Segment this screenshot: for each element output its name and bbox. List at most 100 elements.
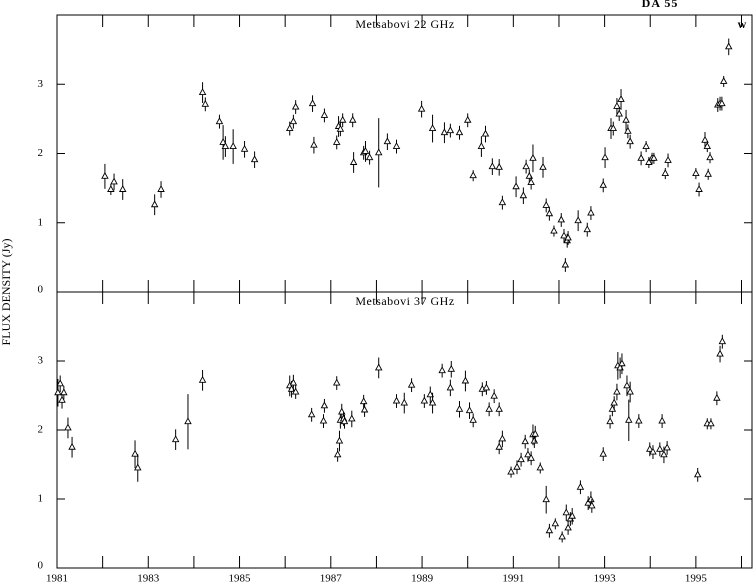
y-axis-label: FLUX DENSITY (Jy) — [0, 239, 13, 346]
data-point — [101, 171, 109, 179]
data-point — [490, 391, 498, 399]
data-point — [348, 115, 357, 123]
x-tick-label: 1987 — [320, 573, 343, 585]
data-point — [428, 124, 437, 132]
data-point — [613, 387, 621, 395]
data-point — [624, 126, 632, 134]
data-point — [392, 142, 401, 150]
data-point — [477, 142, 486, 150]
data-point — [545, 209, 554, 217]
x-tick-label: 1991 — [502, 573, 524, 585]
data-point — [361, 146, 370, 154]
data-point — [718, 337, 727, 345]
data-point — [438, 366, 446, 374]
data-point — [320, 110, 329, 118]
data-point — [349, 158, 358, 165]
data-point — [527, 178, 535, 186]
data-point — [517, 455, 525, 463]
data-point — [661, 169, 670, 177]
data-point — [400, 398, 409, 406]
data-point — [557, 215, 566, 223]
data-point — [617, 95, 625, 102]
data-point — [719, 77, 728, 84]
data-point — [724, 42, 733, 50]
data-point — [446, 126, 455, 134]
data-point — [576, 482, 585, 490]
data-point — [637, 153, 645, 161]
y-tick-label: 1 — [38, 216, 44, 228]
data-point — [524, 450, 532, 458]
data-point — [716, 349, 724, 357]
data-point — [495, 442, 503, 450]
data-point — [531, 429, 539, 437]
data-point — [60, 388, 68, 396]
data-point — [583, 225, 592, 233]
panel-annotation: w — [738, 17, 747, 31]
data-point — [68, 442, 76, 450]
data-point — [310, 140, 318, 148]
data-point — [107, 185, 115, 192]
y-tick-label: 0 — [38, 560, 44, 572]
data-point — [319, 416, 328, 424]
data-point — [348, 414, 356, 422]
data-point — [465, 406, 474, 414]
data-point — [157, 185, 165, 192]
data-point — [718, 99, 726, 107]
data-point — [291, 102, 300, 110]
data-point — [485, 404, 493, 412]
data-point — [198, 88, 207, 96]
data-point — [656, 444, 664, 452]
y-tick-label: 3 — [38, 78, 44, 90]
data-point — [240, 144, 249, 152]
data-point — [519, 191, 528, 199]
data-point — [545, 526, 554, 534]
data-point — [609, 124, 618, 132]
data-point — [307, 410, 316, 418]
data-point — [250, 155, 259, 163]
data-point — [693, 470, 702, 478]
data-point — [289, 378, 298, 386]
data-point — [649, 447, 657, 455]
y-tick-label: 2 — [38, 147, 44, 159]
data-point — [417, 104, 426, 112]
data-point — [482, 383, 491, 391]
data-point — [707, 419, 715, 427]
data-point — [291, 387, 300, 395]
data-point — [542, 495, 550, 503]
y-tick-label: 2 — [38, 424, 44, 436]
data-point — [488, 162, 497, 170]
data-point — [440, 128, 449, 136]
data-point — [54, 388, 62, 396]
data-point — [150, 200, 159, 208]
data-point — [495, 162, 503, 170]
data-point — [360, 405, 369, 413]
data-point — [542, 200, 550, 208]
data-point — [560, 231, 568, 239]
data-point — [625, 415, 633, 423]
data-point — [713, 393, 721, 401]
data-point — [332, 137, 341, 145]
x-tick-label: 1981 — [46, 573, 68, 585]
data-point — [704, 169, 712, 177]
data-point — [610, 398, 618, 406]
data-point — [365, 153, 374, 161]
data-point — [498, 198, 507, 206]
data-point — [512, 182, 520, 190]
data-point — [663, 443, 671, 451]
data-point — [642, 142, 650, 150]
data-point — [374, 148, 383, 156]
data-point — [455, 404, 464, 412]
x-tick-label: 1995 — [685, 573, 708, 585]
data-point — [601, 153, 609, 161]
data-point — [308, 99, 317, 107]
data-point — [658, 416, 666, 424]
data-point — [692, 169, 700, 177]
data-point — [626, 137, 634, 145]
data-point — [469, 415, 477, 423]
data-point — [587, 495, 595, 503]
data-point — [289, 117, 298, 125]
y-tick-label: 1 — [38, 493, 44, 505]
data-point — [333, 450, 342, 458]
data-point — [536, 463, 545, 471]
